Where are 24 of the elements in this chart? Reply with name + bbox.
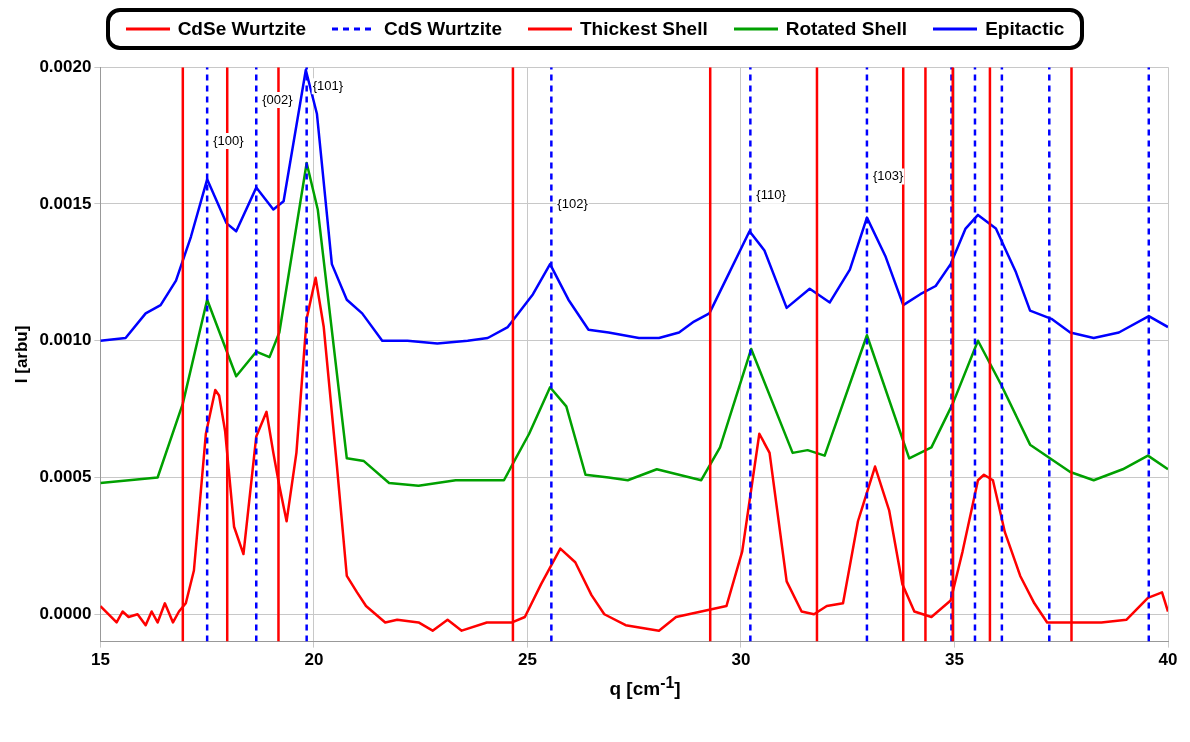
annotation: {100}: [213, 132, 245, 148]
y-tick-label: 0.0000: [39, 603, 92, 623]
legend-label: Epitactic: [985, 18, 1065, 40]
annotation: {002}: [262, 91, 294, 107]
x-tick-label: 30: [731, 650, 751, 670]
annotation: {103}: [872, 168, 904, 184]
y-tick-label: 0.0005: [39, 467, 92, 487]
y-axis-title: I [arbu]: [11, 325, 31, 384]
y-tick-label: 0.0015: [39, 193, 92, 213]
legend-label: Thickest Shell: [579, 18, 708, 40]
x-tick-label: 20: [304, 650, 324, 670]
x-tick-label: 15: [90, 650, 110, 670]
x-axis-title: q [cm$^{-1}$]: [608, 674, 682, 701]
y-tick-label: 0.0010: [39, 330, 92, 350]
annotation: {110}: [756, 187, 787, 203]
y-tick-label: 0.0020: [39, 56, 92, 76]
x-tick-label: 40: [1158, 650, 1178, 670]
x-tick-label: 35: [945, 650, 964, 670]
annotation: {101}: [312, 77, 344, 93]
legend-label: Rotated Shell: [785, 18, 908, 40]
annotation: {102}: [557, 195, 589, 211]
x-tick-label: 25: [517, 650, 537, 670]
legend-label: CdSe Wurtzite: [177, 18, 307, 40]
legend-label: CdS Wurtzite: [384, 18, 502, 40]
